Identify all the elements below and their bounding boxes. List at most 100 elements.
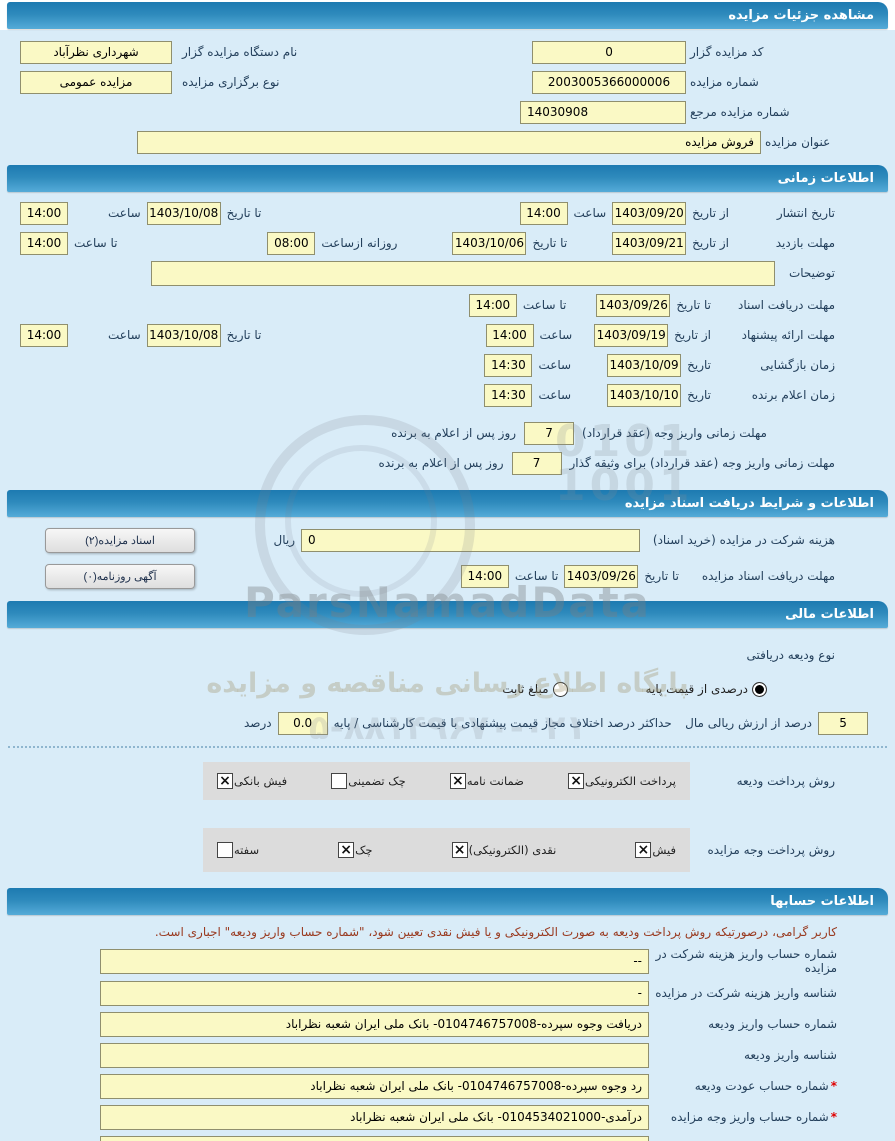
deposit-payment-method-group: پرداخت الکترونیکی ضمانت نامه چک تضمینی ف… — [203, 762, 690, 800]
description-row: توضیحات — [0, 260, 895, 286]
check-option[interactable]: چک — [338, 842, 373, 858]
slip-option[interactable]: فیش — [635, 842, 676, 858]
deposit-percent-field[interactable]: 5 — [818, 711, 868, 735]
account-row-label: شماره حساب واریز هزینه شرکت در مزایده — [655, 947, 837, 975]
docs-receive-to-date-field[interactable]: 1403/09/26 — [596, 293, 671, 317]
account-row-field[interactable]: درآمدی-0104534021000- بانک ملی ایران شعب… — [100, 1104, 649, 1130]
electronic-payment-option[interactable]: پرداخت الکترونیکی — [568, 773, 676, 789]
bank-slip-checkbox[interactable] — [217, 773, 234, 789]
visit-to-date-field[interactable]: 1403/10/06 — [452, 231, 527, 255]
offer-to-time-field[interactable]: 14:00 — [20, 323, 68, 347]
account-row-field[interactable]: - — [100, 980, 649, 1006]
payment-deadline-days-field[interactable]: 7 — [524, 421, 575, 445]
offer-to-date-field[interactable]: 1403/10/08 — [146, 323, 221, 347]
timing-section-bar: اطلاعات زمانی — [7, 165, 888, 192]
auction-type-field[interactable]: مزایده عمومی — [20, 70, 172, 94]
electronic-payment-checkbox[interactable] — [568, 773, 585, 789]
auction-number-label: شماره مزایده — [690, 75, 759, 89]
payment-deadline-row: مهلت زمانی واریز وجه (عقد قرارداد) 7 روز… — [0, 420, 895, 446]
payment-deadline-guarantor-row: مهلت زمانی واریز وجه (عقد قرارداد) برای … — [0, 450, 895, 476]
slip-checkbox[interactable] — [635, 842, 652, 858]
max-diff-label: حداکثر درصد اختلاف مجاز قیمت پیشنهادی با… — [333, 716, 672, 730]
deposit-type-label: نوع ودیعه دریافتی — [746, 648, 835, 662]
certified-check-option[interactable]: چک تضمینی — [331, 773, 406, 789]
payment-deadline-guarantor-days-field[interactable]: 7 — [511, 451, 562, 475]
percent-of-base-option[interactable]: درصدی از قیمت پایه — [645, 681, 767, 697]
offer-from-time-field[interactable]: 14:00 — [485, 323, 534, 347]
hour-label: ساعت — [539, 328, 573, 342]
bank-slip-option[interactable]: فیش بانکی — [217, 773, 287, 789]
description-label: توضیحات — [788, 266, 835, 280]
publish-to-time-field[interactable]: 14:00 — [20, 201, 68, 225]
docs-deadline-date-field[interactable]: 1403/09/26 — [564, 564, 639, 588]
publish-date-row: تاریخ انتشار از تاریخ 1403/09/20 ساعت 14… — [0, 200, 895, 226]
fixed-amount-option[interactable]: مبلغ ثابت — [502, 681, 568, 697]
required-star-icon: * — [830, 1079, 837, 1093]
percent-of-base-label: درصدی از قیمت پایه — [645, 682, 748, 696]
description-field[interactable] — [151, 260, 775, 286]
fee-payment-method-label: روش پرداخت وجه مزایده — [707, 843, 835, 857]
certified-check-checkbox[interactable] — [331, 773, 348, 789]
visit-daily-from-time-field[interactable]: 08:00 — [267, 231, 316, 255]
account-row: شناسه واریز هزینه شرکت در مزایده - — [0, 980, 895, 1006]
account-row-field[interactable]: -- — [100, 948, 649, 974]
docs-receive-to-time-field[interactable]: 14:00 — [468, 293, 517, 317]
account-row-label: شناسه واریز هزینه شرکت در مزایده — [655, 986, 837, 1000]
accounts-section-title: اطلاعات حسابها — [770, 894, 874, 909]
guarantee-letter-option[interactable]: ضمانت نامه — [449, 773, 524, 789]
winner-announce-date-field[interactable]: 1403/10/10 — [607, 383, 682, 407]
rial-unit-label: ریال — [273, 533, 295, 547]
fixed-amount-radio[interactable] — [552, 681, 568, 697]
payment-deadline-guarantor-suffix: روز پس از اعلام به برنده — [378, 456, 504, 470]
fee-payment-method-row: روش پرداخت وجه مزایده فیش نقدی (الکترونی… — [0, 828, 895, 872]
auction-title-field[interactable]: فروش مزایده — [137, 130, 761, 154]
account-row-field[interactable] — [100, 1135, 649, 1141]
financial-section-title: اطلاعات مالی — [785, 607, 874, 622]
offer-from-date-field[interactable]: 1403/09/19 — [594, 323, 669, 347]
cash-electronic-option[interactable]: نقدی (الکترونیکی) — [451, 842, 556, 858]
promissory-note-option[interactable]: سفته — [217, 842, 259, 858]
promissory-note-checkbox[interactable] — [217, 842, 233, 858]
max-diff-field[interactable]: 0.0 — [277, 711, 328, 735]
winner-announce-time-field[interactable]: 14:30 — [484, 383, 533, 407]
auction-holder-code-field[interactable]: 0 — [532, 40, 686, 64]
newspaper-ads-button[interactable]: آگهی روزنامه(۰) — [45, 563, 195, 589]
account-row: شناسه واریز ودیعه — [0, 1042, 895, 1068]
account-row-field[interactable]: دریافت وجوه سپرده-0104746757008- بانک مل… — [100, 1011, 649, 1037]
to-date-label: تا تاریخ — [644, 569, 679, 583]
opening-time-field[interactable]: 14:30 — [484, 353, 533, 377]
account-row-field[interactable] — [100, 1042, 649, 1068]
to-date-label: تا تاریخ — [226, 328, 262, 342]
payment-deadline-label: مهلت زمانی واریز وجه (عقد قرارداد) — [582, 426, 767, 440]
docs-deadline-row: مهلت دریافت اسناد مزایده تا تاریخ 1403/0… — [0, 563, 895, 589]
required-star-icon: * — [830, 1110, 837, 1124]
to-hour-label: تا ساعت — [514, 569, 559, 583]
opening-date-field[interactable]: 1403/10/09 — [607, 353, 682, 377]
daily-from-hour-label: روزانه ازساعت — [321, 236, 398, 250]
reference-number-field[interactable]: 14030908 — [520, 100, 686, 124]
holder-name-field[interactable]: شهرداری نظرآباد — [20, 40, 172, 64]
reference-number-label: شماره مزایده مرجع — [690, 105, 790, 119]
visit-from-date-field[interactable]: 1403/09/21 — [612, 231, 687, 255]
cash-electronic-checkbox[interactable] — [451, 842, 468, 858]
check-checkbox[interactable] — [338, 842, 355, 858]
visit-to-time-field[interactable]: 14:00 — [20, 231, 68, 255]
percent-of-base-radio[interactable] — [752, 681, 767, 697]
offer-deadline-row: مهلت ارائه پیشنهاد از تاریخ 1403/09/19 س… — [0, 322, 895, 348]
auction-documents-button[interactable]: اسناد مزایده(۲) — [45, 527, 195, 553]
general-row-4: عنوان مزایده فروش مزایده — [0, 129, 895, 155]
participation-cost-row: هزینه شرکت در مزایده (خرید اسناد) 0 ریال… — [0, 527, 895, 553]
publish-from-date-field[interactable]: 1403/09/20 — [612, 201, 687, 225]
docs-receive-deadline-label: مهلت دریافت اسناد — [737, 298, 835, 312]
publish-to-date-field[interactable]: 1403/10/08 — [146, 201, 221, 225]
docs-deadline-time-field[interactable]: 14:00 — [460, 564, 509, 588]
participation-cost-field[interactable]: 0 — [301, 528, 640, 552]
docs-section-bar: اطلاعات و شرایط دریافت اسناد مزایده — [7, 490, 888, 517]
guarantee-letter-checkbox[interactable] — [449, 773, 466, 789]
publish-from-time-field[interactable]: 14:00 — [519, 201, 568, 225]
auction-number-field[interactable]: 2003005366000006 — [532, 70, 686, 94]
account-row: *شماره حساب واریز وجه مزایده درآمدی-01045… — [0, 1104, 895, 1130]
account-row-field[interactable]: رد وجوه سپرده-0104746757008- بانک ملی ای… — [100, 1073, 649, 1099]
percent-values-row: 5 درصد از ارزش ریالی مال حداکثر درصد اخت… — [0, 710, 895, 736]
